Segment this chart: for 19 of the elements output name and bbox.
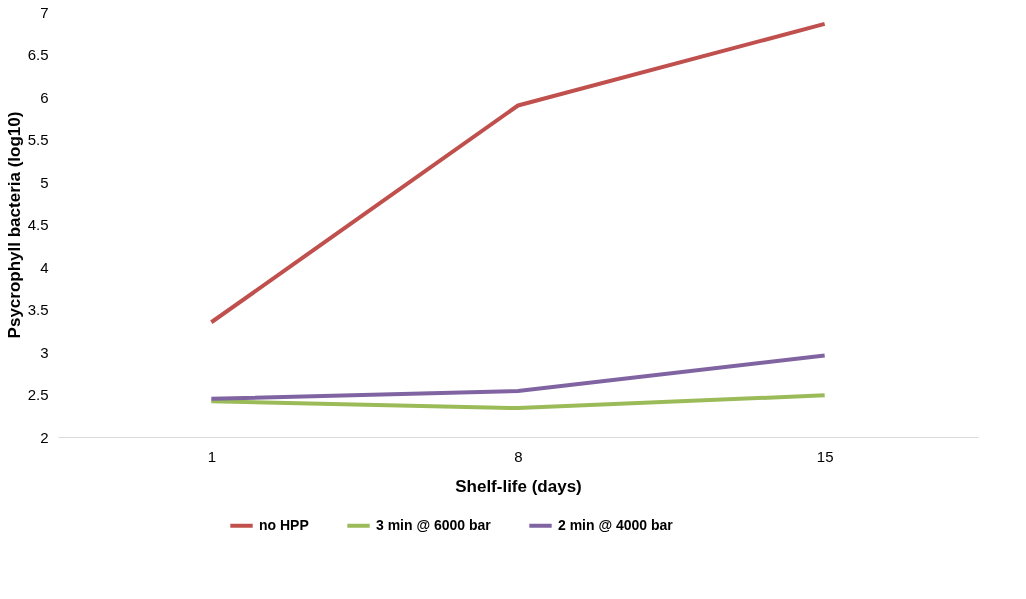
y-tick-label: 3.5	[27, 301, 49, 318]
y-tick-label: 5	[40, 173, 49, 191]
y-tick-label: 4	[40, 258, 49, 276]
y-tick-label: 5.5	[27, 131, 49, 148]
y-tick-label: 2.5	[27, 386, 49, 403]
legend-label: 2 min @ 4000 bar	[558, 516, 674, 533]
y-tick-label: 7	[40, 3, 49, 21]
legend-label: no HPP	[259, 516, 309, 533]
y-tick-label: 6	[40, 88, 49, 106]
y-tick-label: 2	[40, 428, 49, 446]
x-tick-label: 15	[816, 447, 834, 465]
y-tick-label: 6.5	[27, 46, 49, 63]
x-axis-title: Shelf-life (days)	[455, 476, 582, 496]
legend-label: 3 min @ 6000 bar	[376, 516, 492, 533]
y-tick-label: 4.5	[27, 216, 49, 233]
x-tick-label: 8	[514, 447, 523, 465]
y-tick-label: 3	[40, 343, 49, 361]
x-tick-label: 1	[207, 447, 217, 465]
y-axis-title: Psycrophyll bacteria (log10)	[4, 111, 24, 339]
